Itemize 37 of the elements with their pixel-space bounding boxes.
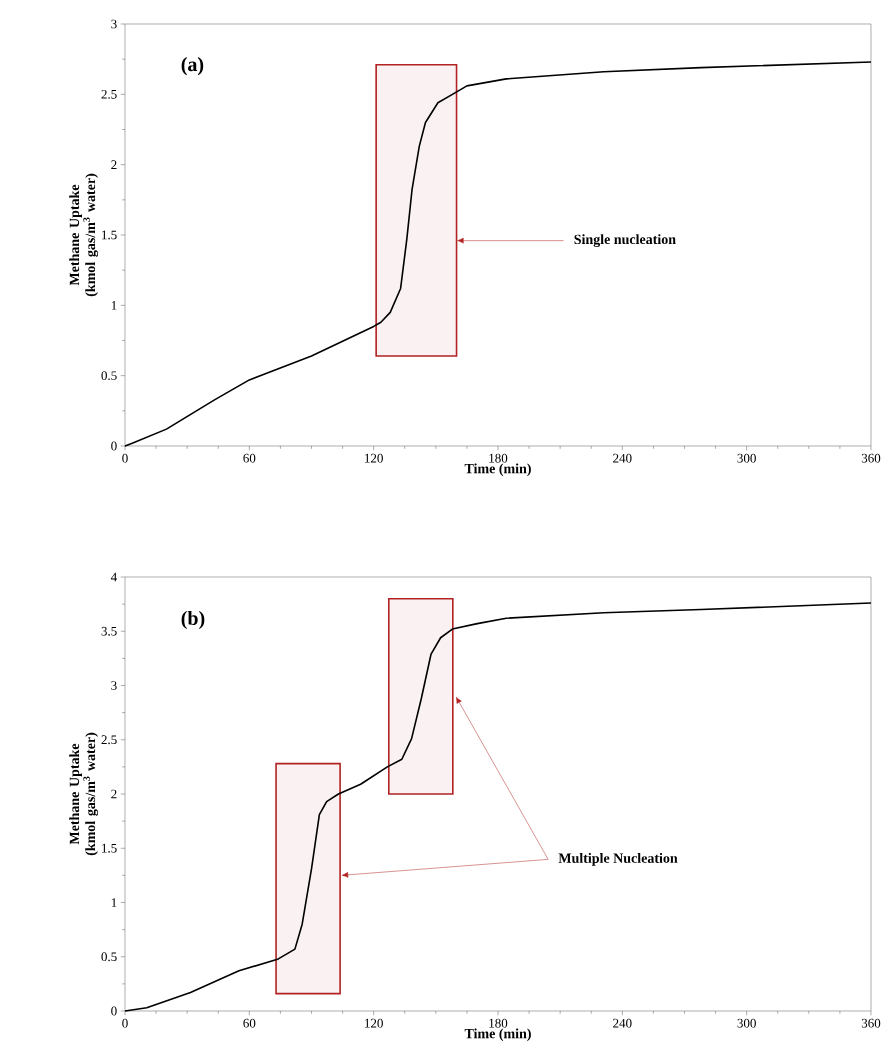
x-tick-label: 0 bbox=[122, 453, 128, 463]
x-tick-label: 60 bbox=[243, 1018, 256, 1028]
y-tick-label: 0 bbox=[111, 1006, 117, 1016]
x-tick-label: 120 bbox=[365, 1018, 383, 1028]
y-tick-label: 3 bbox=[111, 681, 117, 690]
x-tick-label: 0 bbox=[122, 1018, 128, 1028]
x-tick-label: 180 bbox=[489, 1018, 508, 1028]
y-tick-label: 1 bbox=[111, 898, 117, 907]
x-tick-label: 360 bbox=[861, 1018, 881, 1028]
y-tick-label: 2 bbox=[111, 160, 117, 169]
x-tick-label: 120 bbox=[365, 453, 383, 463]
y-tick-label: 4 bbox=[110, 572, 117, 582]
x-tick-label: 300 bbox=[737, 453, 756, 463]
y-tick-label: 1.5 bbox=[102, 843, 117, 853]
y-tick-label: 2 bbox=[111, 789, 117, 799]
line-series bbox=[124, 602, 872, 1012]
y-tick-label: 1.5 bbox=[102, 230, 117, 240]
x-axis-title: Time (min) bbox=[464, 1028, 531, 1042]
x-tick-label: 360 bbox=[861, 453, 881, 463]
y-tick-label: 2.5 bbox=[101, 735, 117, 745]
x-tick-label: 180 bbox=[489, 453, 508, 463]
y-tick-label: 1 bbox=[111, 301, 117, 310]
annotation: (a) bbox=[181, 57, 204, 76]
y-tick-label: 3.5 bbox=[101, 626, 117, 636]
y-tick-label: 0 bbox=[111, 441, 117, 451]
x-axis-title: Time (min) bbox=[464, 463, 531, 477]
y-tick-label: 3 bbox=[111, 19, 117, 29]
y-tick-label: 0.5 bbox=[101, 371, 117, 381]
x-tick-label: 240 bbox=[613, 453, 632, 463]
y-tick-label: 0.5 bbox=[101, 952, 117, 962]
annotation: (b) bbox=[181, 610, 205, 630]
annotation: Multiple Nucleation bbox=[558, 853, 678, 866]
x-tick-label: 240 bbox=[613, 1018, 632, 1028]
x-tick-label: 60 bbox=[243, 453, 256, 463]
x-tick-label: 300 bbox=[737, 1018, 756, 1028]
y-tick-label: 2.5 bbox=[101, 89, 117, 99]
annotation: Single nucleation bbox=[574, 234, 676, 248]
